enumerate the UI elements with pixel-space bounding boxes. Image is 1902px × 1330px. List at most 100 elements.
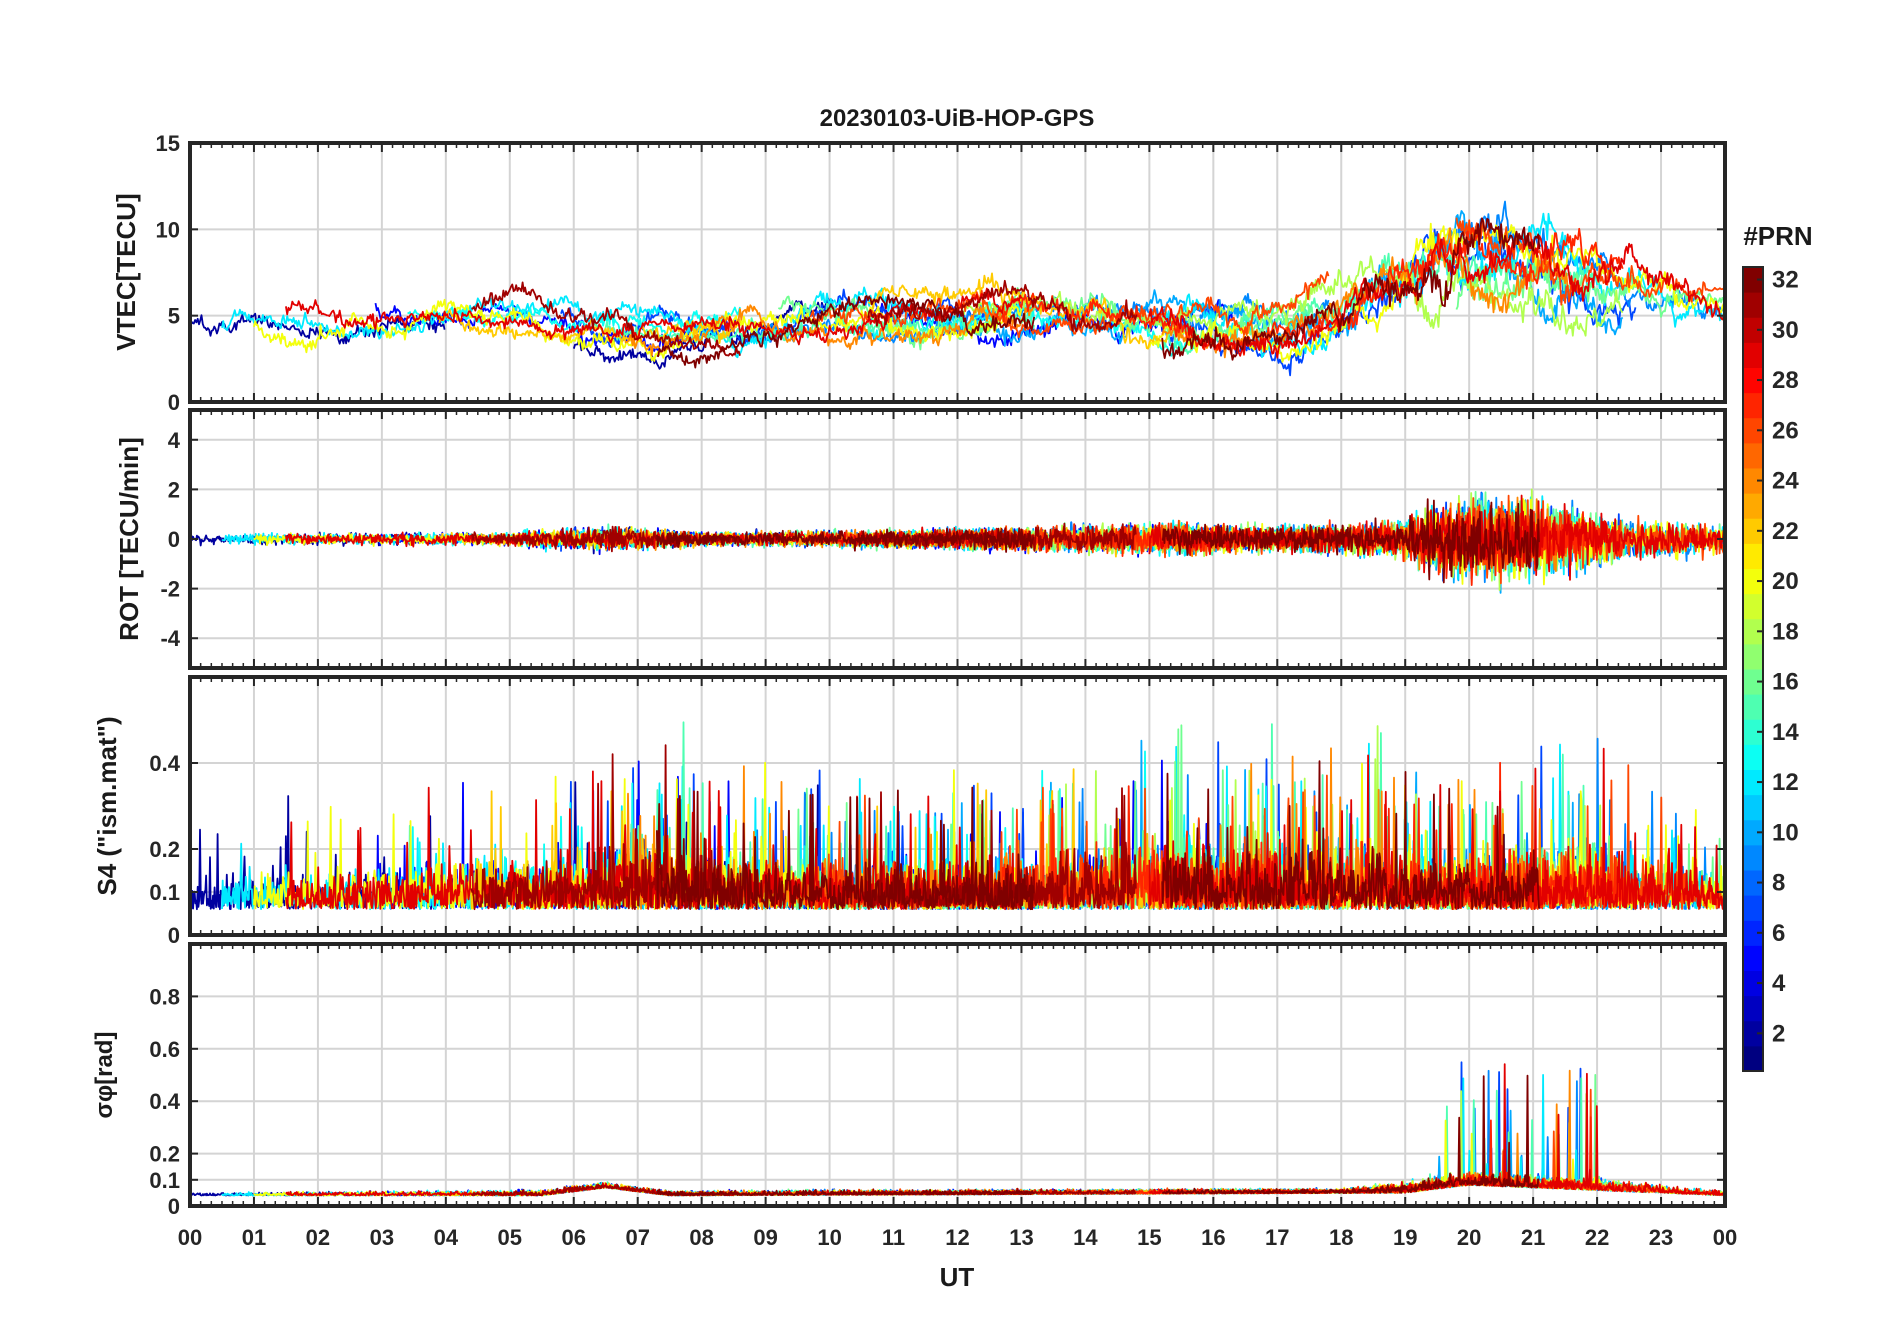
- colorbar-tick-label: 20: [1772, 568, 1799, 595]
- colorbar-tick-label: 32: [1772, 267, 1799, 294]
- colorbar-tick-label: 28: [1772, 367, 1799, 394]
- sigma-ytick-label: 0.8: [149, 984, 180, 1009]
- colorbar-step: [1743, 794, 1763, 821]
- vtec-prn-trace: [995, 227, 1624, 356]
- colorbar-tick-label: 14: [1772, 719, 1799, 746]
- vtec-prn-trace: [867, 279, 1138, 333]
- colorbar-step: [1743, 643, 1763, 670]
- x-tick-label: 14: [1073, 1225, 1098, 1250]
- colorbar-tick-label: 4: [1772, 970, 1786, 997]
- s4-prn-trace: [1161, 760, 1540, 910]
- colorbar-step: [1743, 694, 1763, 720]
- rot-ytick-label: 4: [168, 428, 181, 453]
- colorbar-tick-label: 2: [1772, 1020, 1785, 1047]
- colorbar-step: [1743, 819, 1763, 846]
- colorbar-step: [1743, 468, 1763, 494]
- colorbar-tick-label: 10: [1772, 819, 1799, 846]
- x-tick-label: 15: [1137, 1225, 1161, 1250]
- sigma-ytick-label: 0.1: [149, 1168, 180, 1193]
- colorbar-step: [1743, 945, 1763, 971]
- x-tick-label: 00: [178, 1225, 202, 1250]
- x-tick-label: 22: [1585, 1225, 1609, 1250]
- sigma-ylabel: σφ[rad]: [91, 1032, 118, 1119]
- x-tick-label: 21: [1521, 1225, 1545, 1250]
- colorbar-step: [1743, 317, 1763, 343]
- x-tick-label: 08: [689, 1225, 713, 1250]
- s4-ytick-label: 0.2: [149, 837, 180, 862]
- x-tick-label: 13: [1009, 1225, 1033, 1250]
- vtec-series: [190, 200, 1725, 377]
- rot-ytick-label: 0: [168, 527, 180, 552]
- x-tick-label: 17: [1265, 1225, 1289, 1250]
- x-tick-label: 09: [753, 1225, 777, 1250]
- x-tick-label: 01: [242, 1225, 266, 1250]
- x-tick-label: 19: [1393, 1225, 1417, 1250]
- x-tick-label: 06: [562, 1225, 586, 1250]
- s4-series: [190, 721, 1725, 911]
- colorbar-step: [1743, 970, 1763, 997]
- colorbar-step: [1743, 920, 1763, 946]
- x-tick-label: 12: [945, 1225, 969, 1250]
- x-axis-label: UT: [940, 1262, 975, 1292]
- colorbar-step: [1743, 895, 1763, 921]
- s4-ylabel: S4 ("ism.mat"): [92, 716, 122, 895]
- colorbar-step: [1743, 1045, 1763, 1072]
- x-tick-label: 03: [370, 1225, 394, 1250]
- x-tick-label: 07: [625, 1225, 649, 1250]
- colorbar-tick-label: 16: [1772, 669, 1799, 696]
- sigma-prn-trace: [867, 1187, 1137, 1196]
- vtec-prn-trace: [656, 293, 1036, 369]
- sigma-prn-trace: [1148, 1063, 1725, 1197]
- chart-title: 20230103-UiB-HOP-GPS: [820, 105, 1095, 132]
- rot-prn-trace: [471, 525, 741, 553]
- sigma-prn-trace: [1161, 1061, 1636, 1195]
- colorbar-tick-label: 8: [1772, 870, 1785, 897]
- x-tick-labels: 00 01 02 03 04 05 06 07 08 09 10 11 12 13 14 15 16 17 18 19…: [178, 1225, 1737, 1250]
- x-tick-label: 20: [1457, 1225, 1481, 1250]
- colorbar-step: [1743, 669, 1763, 695]
- rot-ylabel: ROT [TECU/min]: [114, 437, 144, 641]
- vtec-prn-trace: [572, 297, 831, 370]
- sigma-grid: [190, 944, 1725, 1206]
- vtec-prn-trace: [471, 281, 741, 357]
- colorbar-step: [1743, 292, 1763, 318]
- sigma-yticks: 00.10.2 0.4 0.6 0.8: [149, 944, 1726, 1219]
- s4-ytick-label: 0: [168, 923, 180, 948]
- x-tick-label: 02: [306, 1225, 330, 1250]
- sigma-ytick-label: 0.4: [149, 1089, 180, 1114]
- colorbar-step: [1743, 342, 1763, 368]
- sigma-series: [190, 1061, 1725, 1197]
- colorbar-step: [1743, 995, 1763, 1022]
- colorbar-steps: [1743, 267, 1763, 1072]
- s4-prn-trace: [656, 786, 1035, 911]
- colorbar-tick-label: 26: [1772, 417, 1799, 444]
- vtec-prn-trace: [1161, 217, 1541, 361]
- rot-series: [190, 488, 1725, 594]
- rot-ytick-label: -4: [160, 626, 180, 651]
- colorbar-tick-label: 24: [1772, 468, 1799, 495]
- sigma-panel: 00.10.2 0.4 0.6 0.8 σφ[rad]: [91, 942, 1727, 1219]
- colorbar-step: [1743, 744, 1763, 770]
- rot-ytick-label: 2: [168, 477, 180, 502]
- colorbar-tick-label: 12: [1772, 769, 1799, 796]
- vtec-panel: 0 5 10 15 VTEC[TECU]: [111, 131, 1727, 415]
- x-tick-label: 04: [434, 1225, 459, 1250]
- colorbar-step: [1743, 719, 1763, 745]
- colorbar-step: [1743, 870, 1763, 896]
- vtec-ytick-label: 15: [156, 131, 180, 156]
- colorbar-tick-label: 6: [1772, 920, 1785, 947]
- sigma-prn-trace: [1162, 1074, 1540, 1195]
- colorbar-step: [1743, 543, 1763, 569]
- x-tick-label: 05: [498, 1225, 522, 1250]
- sigma-prn-trace: [656, 1188, 1035, 1197]
- colorbar-step: [1743, 1020, 1763, 1047]
- vtec-ylabel: VTEC[TECU]: [111, 193, 141, 350]
- vtec-ytick-label: 10: [156, 217, 180, 242]
- colorbar-step: [1743, 493, 1763, 519]
- rot-panel: -4 -2 0 2 4 ROT [TECU/min]: [114, 408, 1727, 670]
- colorbar-step: [1743, 367, 1763, 394]
- s4-panel: 0 0.1 0.2 0.4 S4 ("ism.mat"): [92, 675, 1727, 948]
